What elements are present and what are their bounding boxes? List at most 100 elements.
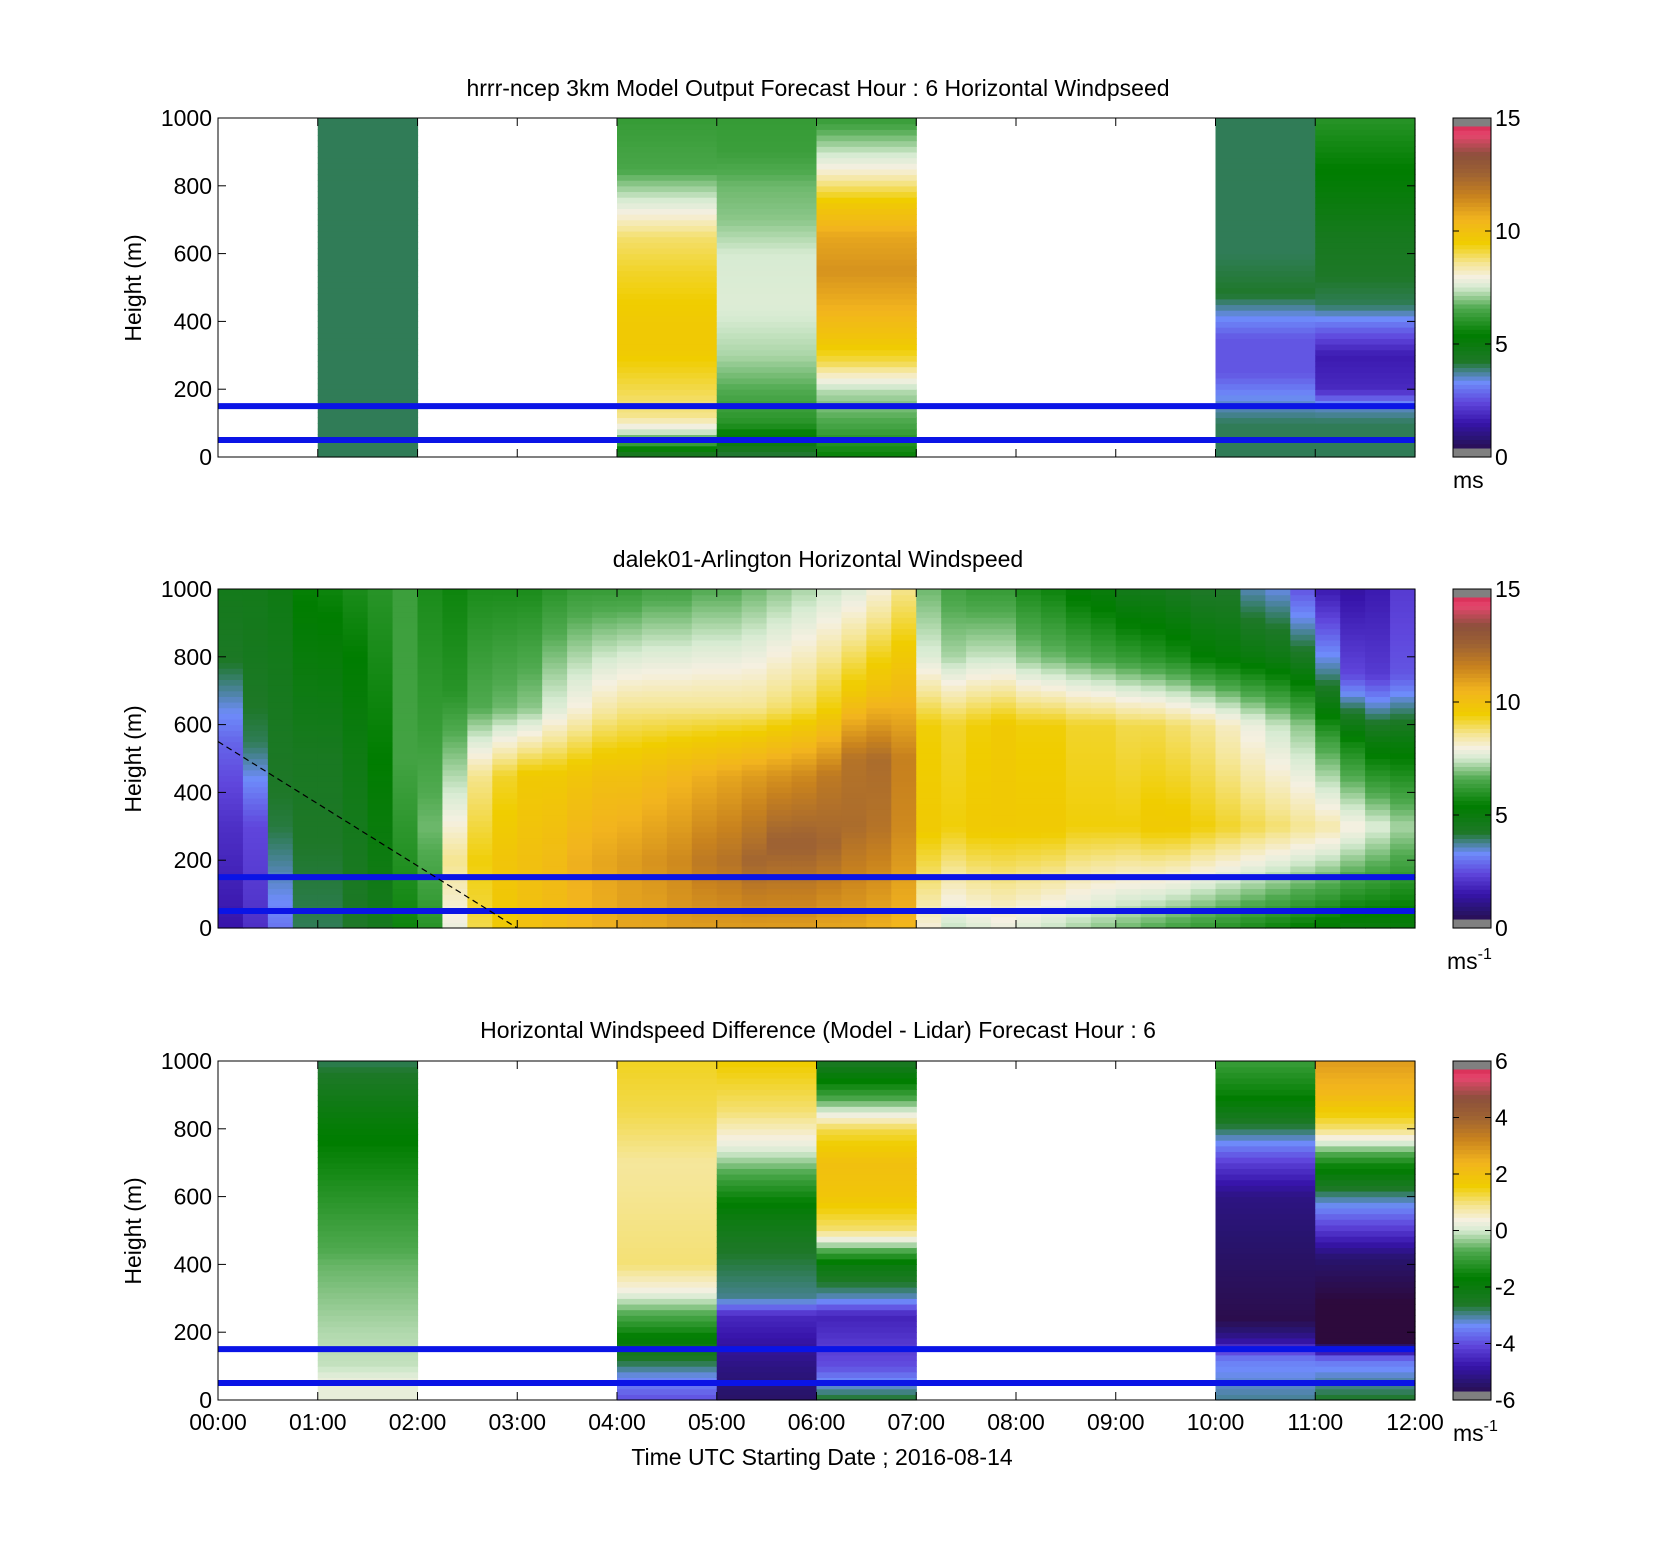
heatmap-cell <box>1090 775 1117 782</box>
heatmap-cell <box>617 310 718 317</box>
heatmap-cell <box>1215 1089 1316 1096</box>
heatmap-cell <box>1265 854 1291 861</box>
heatmap-cell <box>1190 589 1217 596</box>
heatmap-cell <box>1215 1157 1316 1164</box>
heatmap-cell <box>716 764 743 771</box>
heatmap-cell <box>492 696 518 703</box>
heatmap-cell <box>1040 826 1067 833</box>
heatmap-cell <box>1315 1207 1416 1215</box>
heatmap-cell <box>1240 741 1266 748</box>
heatmap-cell <box>866 899 892 906</box>
heatmap-cell <box>1215 1371 1316 1378</box>
heatmap-cell <box>592 668 618 675</box>
heatmap-cell <box>1215 1202 1316 1209</box>
heatmap-cell <box>342 645 369 652</box>
heatmap-cell <box>1165 713 1192 720</box>
heatmap-cell <box>816 594 843 601</box>
heatmap-cell <box>1315 1128 1416 1136</box>
heatmap-cell <box>1240 685 1266 692</box>
heatmap-cell <box>691 741 718 748</box>
heatmap-cell <box>1340 668 1366 675</box>
heatmap-cell <box>1190 634 1217 641</box>
heatmap-cell <box>592 690 618 697</box>
heatmap-cell <box>1265 809 1291 816</box>
heatmap-cell <box>716 321 818 328</box>
heatmap-cell <box>1215 724 1242 731</box>
heatmap-cell <box>367 922 394 929</box>
heatmap-cell <box>317 1196 419 1203</box>
heatmap-cell <box>1240 673 1266 680</box>
heatmap-cell <box>991 860 1017 867</box>
heatmap-cell <box>218 645 244 652</box>
heatmap-cell <box>916 617 942 624</box>
heatmap-cell <box>317 1202 419 1209</box>
heatmap-cell <box>1090 916 1117 923</box>
colorbar-segment <box>1453 266 1491 272</box>
heatmap-cell <box>1265 702 1291 709</box>
heatmap-cell <box>617 718 643 726</box>
heatmap-cell <box>567 820 593 827</box>
heatmap-cell <box>766 600 793 607</box>
heatmap-cell <box>617 264 718 272</box>
heatmap-cell <box>317 916 344 923</box>
heatmap-cell <box>492 888 518 895</box>
heatmap-cell <box>242 696 269 703</box>
heatmap-cell <box>891 826 917 833</box>
heatmap-cell <box>617 202 718 209</box>
colorbar-segment <box>1453 397 1491 403</box>
heatmap-cell <box>367 815 394 822</box>
heatmap-cell <box>1315 673 1341 680</box>
heatmap-cell <box>1290 786 1316 793</box>
heatmap-cell <box>916 735 942 743</box>
heatmap-cell <box>716 406 818 413</box>
heatmap-cell <box>1040 696 1067 703</box>
heatmap-cell <box>342 752 369 760</box>
heatmap-cell <box>1215 1258 1316 1265</box>
heatmap-cell <box>716 1145 818 1152</box>
heatmap-cell <box>766 747 793 754</box>
heatmap-cell <box>691 752 718 760</box>
heatmap-cell <box>1215 877 1242 884</box>
colorbar-segment <box>1453 733 1491 738</box>
heatmap-cell <box>1290 594 1316 601</box>
heatmap-cell <box>1115 639 1142 647</box>
heatmap-cell <box>666 894 693 901</box>
heatmap-cell <box>617 877 643 884</box>
colorbar-segment <box>1453 792 1491 798</box>
heatmap-cell <box>1215 1123 1316 1130</box>
heatmap-cell <box>941 764 967 771</box>
heatmap-cell <box>242 752 269 760</box>
heatmap-cell <box>492 639 518 647</box>
heatmap-cell <box>1315 1224 1416 1232</box>
heatmap-cell <box>741 600 768 607</box>
colorbar-segment <box>1453 1264 1491 1270</box>
heatmap-cell <box>1215 1140 1316 1147</box>
heatmap-cell <box>417 792 444 799</box>
heatmap-cell <box>592 589 618 596</box>
heatmap-cell <box>417 798 444 805</box>
heatmap-cell <box>1265 899 1291 906</box>
heatmap-cell <box>1215 1298 1316 1305</box>
heatmap-cell <box>1190 798 1217 805</box>
heatmap-cell <box>1315 843 1341 850</box>
heatmap-cell <box>467 865 493 873</box>
heatmap-cell <box>1365 758 1391 765</box>
heatmap-cell <box>1140 747 1167 754</box>
colorbar-segment <box>1453 317 1491 322</box>
heatmap-cell <box>941 837 967 844</box>
heatmap-cell <box>966 865 992 873</box>
heatmap-cell <box>1265 628 1291 635</box>
heatmap-cell <box>1090 696 1117 703</box>
heatmap-cell <box>492 899 518 906</box>
heatmap-cell <box>1365 848 1391 856</box>
heatmap-cell <box>292 877 319 884</box>
heatmap-cell <box>367 781 394 788</box>
heatmap-cell <box>1016 673 1042 680</box>
heatmap-cell <box>916 713 942 720</box>
heatmap-cell <box>1365 707 1391 714</box>
heatmap-cell <box>317 815 344 822</box>
heatmap-cell <box>492 589 518 596</box>
heatmap-cell <box>1315 611 1341 618</box>
heatmap-cell <box>342 690 369 697</box>
heatmap-cell <box>242 600 269 607</box>
